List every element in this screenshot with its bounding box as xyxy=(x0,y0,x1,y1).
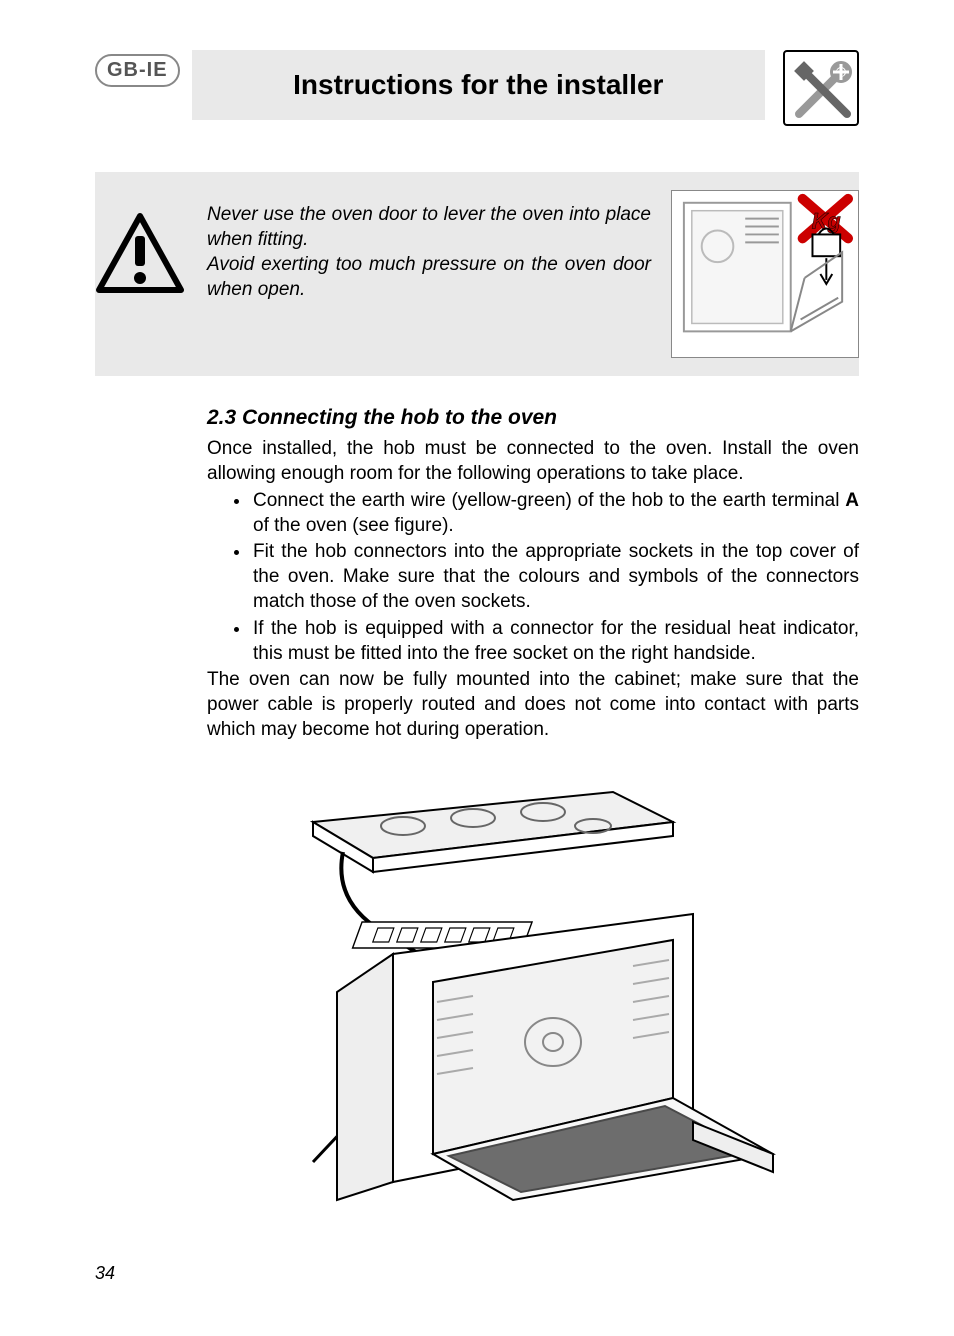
page-number: 34 xyxy=(95,1263,115,1284)
header-row: GB-IE Instructions for the installer xyxy=(95,50,859,126)
closing-paragraph: The oven can now be fully mounted into t… xyxy=(207,667,859,742)
list-item: Connect the earth wire (yellow-green) of… xyxy=(251,488,859,538)
list-item: Fit the hob connectors into the appropri… xyxy=(251,539,859,614)
oven-door-warning-figure: Kg xyxy=(671,190,859,358)
svg-text:Kg: Kg xyxy=(812,209,841,234)
connection-figure: A xyxy=(207,782,859,1202)
list-item: If the hob is equipped with a connector … xyxy=(251,616,859,666)
bullet-1-post: of the oven (see figure). xyxy=(253,515,454,536)
warning-panel: Never use the oven door to lever the ove… xyxy=(95,172,859,376)
warning-line-2: Avoid exerting too much pressure on the … xyxy=(207,254,651,300)
warning-line-1: Never use the oven door to lever the ove… xyxy=(207,204,651,250)
page-title: Instructions for the installer xyxy=(192,50,765,120)
intro-paragraph: Once installed, the hob must be connecte… xyxy=(207,436,859,486)
content-column: 2.3 Connecting the hob to the oven Once … xyxy=(207,406,859,1202)
manual-page: GB-IE Instructions for the installer Nev… xyxy=(0,0,954,1336)
section-heading: 2.3 Connecting the hob to the oven xyxy=(207,406,859,430)
warning-triangle-icon xyxy=(95,210,185,300)
bullet-list: Connect the earth wire (yellow-green) of… xyxy=(207,488,859,666)
region-badge: GB-IE xyxy=(95,54,180,87)
tools-icon xyxy=(783,50,859,126)
bullet-1-pre: Connect the earth wire (yellow-green) of… xyxy=(253,490,845,511)
bullet-1-bold: A xyxy=(845,490,859,511)
warning-text: Never use the oven door to lever the ove… xyxy=(207,190,671,302)
hob-illustration xyxy=(313,792,673,872)
